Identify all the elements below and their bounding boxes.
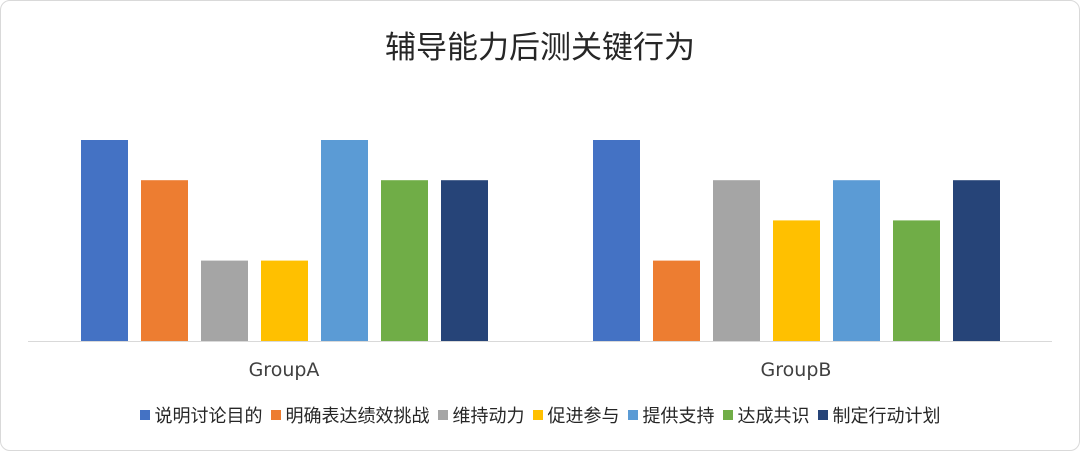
- bar-groupa-series-1: [81, 140, 128, 341]
- legend-swatch: [270, 410, 281, 420]
- legend-item-1: 说明讨论目的: [139, 402, 263, 428]
- legend-swatch: [532, 410, 543, 420]
- legend-item-7: 制定行动计划: [817, 402, 941, 428]
- legend-item-3: 维持动力: [437, 402, 525, 428]
- legend-swatch: [139, 410, 150, 420]
- bar-groupb-series-3: [713, 180, 760, 341]
- legend-label: 促进参与: [547, 406, 620, 427]
- legend-label: 说明讨论目的: [154, 406, 263, 427]
- legend-label: 维持动力: [452, 406, 525, 427]
- bar-groupa-series-2: [141, 180, 188, 341]
- bar-groupb-series-2: [653, 260, 700, 341]
- bar-groupb-series-5: [833, 180, 880, 341]
- bar-groupb-series-6: [893, 220, 940, 341]
- bar-groupb-series-7: [953, 180, 1000, 341]
- bar-groupa-series-5: [321, 140, 368, 341]
- legend-item-2: 明确表达绩效挑战: [270, 402, 430, 428]
- bar-groupa-series-3: [201, 260, 248, 341]
- legend-item-4: 促进参与: [532, 402, 620, 428]
- legend-label: 制定行动计划: [832, 406, 941, 427]
- legend-label: 提供支持: [642, 406, 715, 427]
- x-tick-label-groupb: GroupB: [761, 359, 832, 381]
- bar-groupb-series-1: [593, 140, 640, 341]
- bar-groupa-series-4: [261, 260, 308, 341]
- chart-title: 辅导能力后测关键行为: [385, 30, 695, 66]
- legend-swatch: [437, 410, 448, 420]
- legend-item-6: 达成共识: [722, 402, 810, 428]
- bar-groupa-series-6: [381, 180, 428, 341]
- bar-groupb-series-4: [773, 220, 820, 341]
- legend-swatch: [627, 410, 638, 420]
- legend: 说明讨论目的 明确表达绩效挑战 维持动力 促进参与 提供支持 达成共识 制定行动计划: [0, 402, 1080, 428]
- bar-groupa-series-7: [441, 180, 488, 341]
- legend-swatch: [817, 410, 828, 420]
- legend-label: 明确表达绩效挑战: [285, 406, 430, 427]
- legend-swatch: [722, 410, 733, 420]
- x-tick-label-groupa: GroupA: [249, 359, 320, 381]
- legend-label: 达成共识: [737, 406, 810, 427]
- legend-item-5: 提供支持: [627, 402, 715, 428]
